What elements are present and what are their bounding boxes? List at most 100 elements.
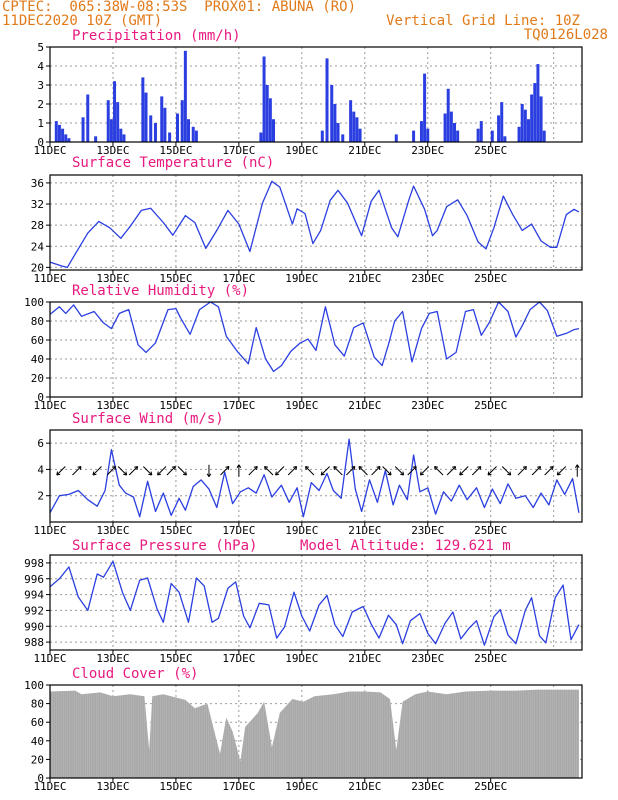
y-tick-label: 988 [24,636,44,649]
wind-arrow-head [419,471,424,476]
wind-arrow-head [77,466,82,471]
cloud-cover-area [50,689,579,778]
wind-arrow [56,466,66,476]
precip-bar [168,132,172,142]
x-tick-label: 25DEC [474,144,507,157]
y-tick-label: 20 [31,753,44,766]
precip-bar [530,94,534,142]
x-tick-label: 13DEC [96,652,129,665]
precip-bar [476,128,480,142]
wind-arrow-shaft [446,466,456,476]
wind-arrow-shaft [501,466,512,476]
precip-bar [419,121,423,142]
precip-bar [106,100,110,142]
wind-arrow [117,466,128,476]
x-tick-label: 19DEC [285,272,318,285]
precip-bar [191,126,195,142]
panel-title: Surface Temperature (nC) [72,155,274,171]
y-tick-label: 998 [24,557,44,570]
wind-arrow-shaft [459,466,469,476]
precip-bar [446,88,450,142]
wind-arrow [501,466,512,476]
x-tick-label: 23DEC [411,780,444,793]
wind-arrow [531,466,542,476]
y-tick-label: 80 [31,315,44,328]
header-datetime: 11DEC2020 10Z (GMT) [2,13,163,29]
precip-bar [109,119,113,142]
wind-arrow-head [477,466,482,471]
precip-bar [64,134,68,142]
wind-arrow-shaft [92,466,102,476]
precip-bar [187,119,191,142]
x-tick-label: 15DEC [159,652,192,665]
wind-arrow [248,466,258,476]
precip-bar [180,100,184,142]
wind-arrow-shaft [517,466,527,476]
panel-4 [46,429,583,526]
precip-bar [183,50,187,142]
wind-arrow-shaft [333,466,343,476]
wind-arrow-head [351,466,356,471]
precip-bar [536,64,540,142]
wind-arrow-head [333,466,338,471]
header-grid-note: Vertical Grid Line: 10Z [386,13,580,29]
wind-arrow [382,466,392,476]
panel-3 [46,301,583,401]
x-tick-label: 19DEC [285,144,318,157]
wind-arrow [419,466,430,476]
wind-arrow [544,466,554,476]
wind-arrow-shaft [117,466,127,476]
wind-arrow-shaft [166,466,176,476]
wind-arrow-head [556,471,561,476]
wind-arrow-head [123,471,128,476]
header: CPTEC: 065:38W-08:53S PROX01: ABUNA (RO)… [0,0,618,48]
y-tick-label: 60 [31,334,44,347]
series-line [49,560,580,646]
wind-arrow [517,466,527,476]
wind-arrow [574,464,580,477]
y-tick-label: 994 [24,589,44,602]
panel-title: Cloud Cover (%) [72,666,198,682]
x-tick-label: 23DEC [411,144,444,157]
wind-arrow-shaft [420,466,430,476]
panel-frame [49,174,583,271]
wind-arrow-shaft [128,466,139,476]
wind-arrow [264,466,274,476]
precip-bar [336,123,340,142]
wind-arrow-head [507,471,512,476]
y-tick-label: 0 [37,772,44,785]
precip-bar [194,130,198,142]
wind-arrow-shaft [358,466,368,476]
wind-arrow [333,466,343,476]
wind-arrow-head [171,466,176,471]
x-tick-label: 25DEC [474,272,507,285]
x-tick-label: 25DEC [474,524,507,537]
wind-arrow-shaft [531,466,541,476]
wind-arrow [177,466,187,476]
precip-bar [542,130,546,142]
precip-bar [320,130,324,142]
wind-arrow-head [320,471,325,476]
wind-arrow-head [412,466,417,471]
wind-arrow [142,466,153,476]
precip-bar [86,94,90,142]
panel-title: Surface Pressure (hPa) [72,538,257,554]
precip-bar [358,128,362,142]
x-tick-label: 23DEC [411,272,444,285]
wind-arrow [236,464,242,477]
wind-arrow-head [92,471,97,476]
x-tick-label: 21DEC [348,144,381,157]
precip-bar [119,128,123,142]
panel-title: Surface Wind (m/s) [72,411,224,427]
precip-bar [94,136,98,142]
precip-bar [355,117,359,142]
wind-arrow [220,466,230,476]
wind-arrow-head [400,471,405,476]
wind-arrow-head [112,466,117,471]
wind-arrow-shaft [487,466,497,476]
precip-bar [262,56,266,142]
y-tick-label: 60 [31,716,44,729]
x-tick-label: 11DEC [33,272,66,285]
precip-bar [449,111,453,142]
